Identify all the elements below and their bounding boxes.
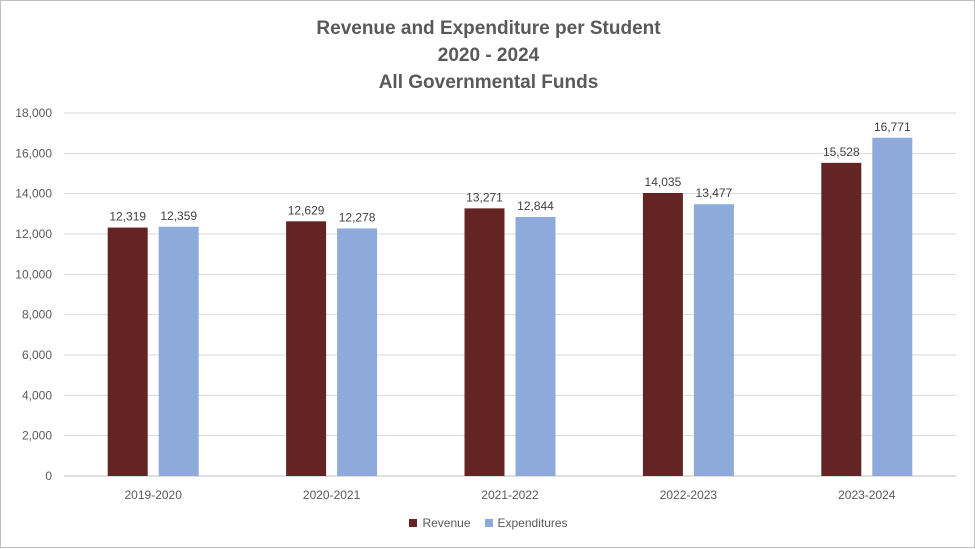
legend: Revenue Expenditures (1, 516, 975, 530)
data-label: 12,844 (517, 199, 554, 213)
data-label: 12,319 (109, 210, 146, 224)
data-label: 14,035 (645, 175, 682, 189)
x-tick-label: 2021-2022 (481, 488, 539, 502)
x-tick-label: 2022-2023 (660, 488, 718, 502)
bar-revenue-2019-2020 (107, 227, 148, 476)
bar-expenditures-2023-2024 (872, 137, 913, 476)
chart-title: Revenue and Expenditure per Student 2020… (1, 15, 975, 96)
x-tick-label: 2023-2024 (838, 488, 896, 502)
bar-revenue-2023-2024 (821, 162, 862, 477)
data-label: 13,477 (696, 186, 733, 200)
y-tick-label: 18,000 (15, 106, 52, 120)
y-tick-label: 16,000 (15, 146, 52, 160)
data-label: 13,271 (466, 190, 503, 204)
bar-expenditures-2022-2023 (693, 204, 734, 476)
y-tick-label: 4,000 (22, 388, 52, 402)
data-label: 12,629 (288, 203, 325, 217)
bar-expenditures-2021-2022 (515, 216, 556, 476)
chart-title-line-3: All Governmental Funds (378, 72, 599, 93)
bar-revenue-2022-2023 (642, 192, 683, 477)
x-tick-label: 2020-2021 (303, 488, 361, 502)
bar-expenditures-2019-2020 (158, 226, 199, 476)
legend-label-revenue: Revenue (422, 516, 471, 530)
legend-item-expenditures: Expenditures (484, 516, 568, 530)
y-tick-label: 12,000 (15, 227, 52, 241)
y-tick-label: 2,000 (22, 429, 52, 443)
y-tick-label: 0 (45, 469, 52, 483)
chart-title-line-1: Revenue and Expenditure per Student (316, 18, 661, 39)
x-tick-label: 2019-2020 (125, 488, 183, 502)
bar-revenue-2020-2021 (286, 221, 327, 476)
legend-label-expenditures: Expenditures (497, 516, 568, 530)
y-tick-label: 10,000 (15, 267, 52, 281)
data-label: 15,528 (823, 145, 860, 159)
bar-revenue-2021-2022 (464, 208, 505, 476)
chart-title-line-2: 2020 - 2024 (437, 45, 540, 66)
legend-swatch-revenue (409, 519, 418, 527)
y-tick-label: 8,000 (22, 308, 52, 322)
legend-swatch-expenditures (484, 519, 493, 527)
bar-expenditures-2020-2021 (337, 228, 378, 476)
data-label: 16,771 (874, 120, 911, 134)
y-tick-label: 14,000 (15, 187, 52, 201)
data-label: 12,278 (339, 210, 376, 224)
y-tick-label: 6,000 (22, 348, 52, 362)
legend-item-revenue: Revenue (409, 516, 471, 530)
data-label: 12,359 (160, 209, 197, 223)
